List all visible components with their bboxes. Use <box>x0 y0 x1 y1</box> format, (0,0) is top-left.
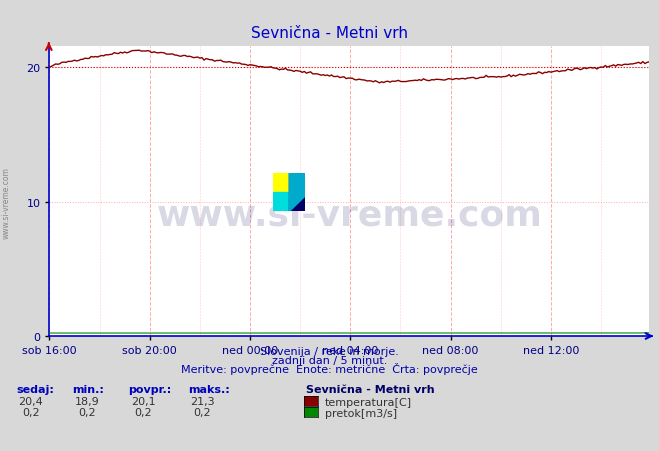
Text: www.si-vreme.com: www.si-vreme.com <box>2 167 11 239</box>
Text: Sevnična - Metni vrh: Sevnična - Metni vrh <box>251 26 408 41</box>
Text: Slovenija / reke in morje.: Slovenija / reke in morje. <box>260 346 399 356</box>
Text: 20,4: 20,4 <box>18 396 43 405</box>
Text: min.:: min.: <box>72 384 104 394</box>
Text: Sevnična - Metni vrh: Sevnična - Metni vrh <box>306 384 435 394</box>
Text: povpr.:: povpr.: <box>129 384 172 394</box>
Bar <box>273 174 289 193</box>
Text: zadnji dan / 5 minut.: zadnji dan / 5 minut. <box>272 355 387 365</box>
Text: 0,2: 0,2 <box>78 407 96 417</box>
Text: www.si-vreme.com: www.si-vreme.com <box>156 198 542 232</box>
Text: maks.:: maks.: <box>188 384 229 394</box>
Text: 20,1: 20,1 <box>130 396 156 405</box>
Bar <box>289 174 305 212</box>
Text: 0,2: 0,2 <box>134 407 152 417</box>
Text: 18,9: 18,9 <box>74 396 100 405</box>
Text: sedaj:: sedaj: <box>16 384 54 394</box>
Text: 0,2: 0,2 <box>194 407 211 417</box>
Text: temperatura[C]: temperatura[C] <box>325 397 412 407</box>
Text: pretok[m3/s]: pretok[m3/s] <box>325 408 397 418</box>
Text: 21,3: 21,3 <box>190 396 215 405</box>
Text: Meritve: povprečne  Enote: metrične  Črta: povprečje: Meritve: povprečne Enote: metrične Črta:… <box>181 362 478 374</box>
Polygon shape <box>289 174 305 212</box>
Bar <box>273 193 289 212</box>
Text: 0,2: 0,2 <box>22 407 40 417</box>
